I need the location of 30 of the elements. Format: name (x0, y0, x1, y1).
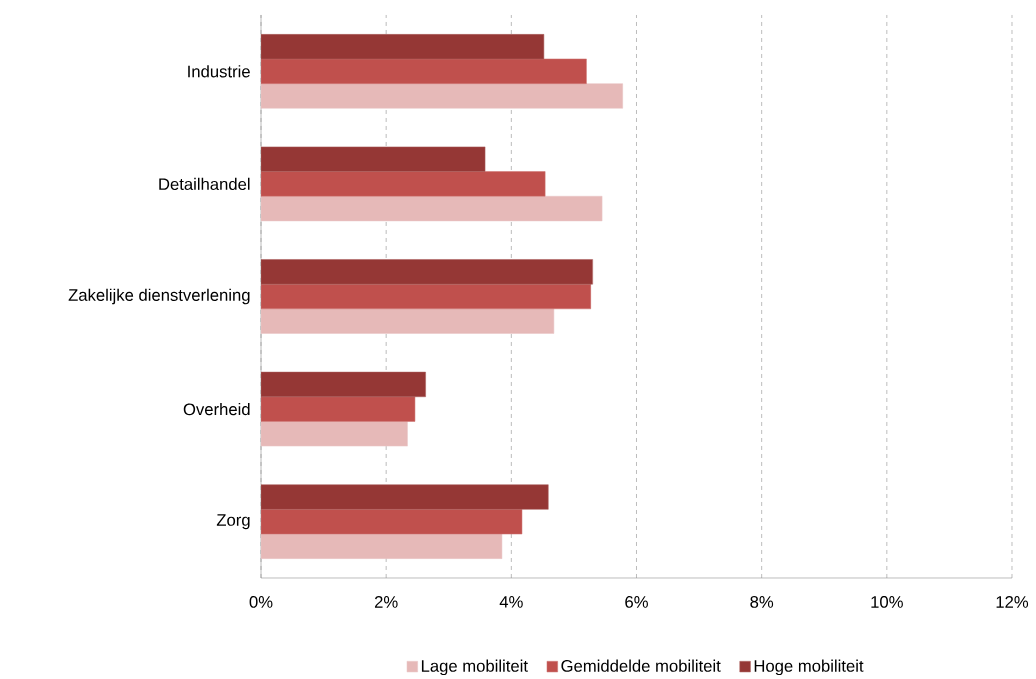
bar (261, 146, 486, 172)
bar (261, 195, 603, 222)
bar (261, 484, 549, 510)
x-tick-label: 6% (625, 596, 648, 608)
y-tick-label: Industrie (188, 65, 250, 78)
bar (261, 83, 623, 109)
y-tick-label: Detailhandel (159, 177, 250, 191)
legend-label: Gemiddelde mobiliteit (561, 659, 721, 672)
bar (261, 509, 523, 535)
bar (261, 34, 545, 60)
y-tick-label: Overheid (183, 402, 250, 416)
legend-label: Lage mobiliteit (421, 659, 528, 676)
bar (261, 308, 555, 334)
x-tick-label: 2% (374, 596, 398, 608)
bar (261, 58, 587, 84)
bar (261, 283, 592, 310)
bar (261, 533, 503, 559)
bar (261, 371, 426, 398)
x-tick-label: 10% (871, 596, 903, 608)
x-tick-label: 12% (996, 596, 1029, 608)
bar (261, 171, 546, 197)
y-tick-label: Zorg (216, 514, 250, 530)
bar (261, 259, 593, 285)
x-tick-label: 4% (499, 596, 523, 608)
legend-label: Hoge mobiliteit (754, 659, 864, 676)
y-tick-label: Zakelijke dienstverlening (68, 288, 250, 305)
bar (261, 421, 408, 447)
x-tick-label: 0% (249, 596, 273, 608)
x-tick-label: 8% (750, 596, 774, 608)
bar (261, 396, 416, 422)
